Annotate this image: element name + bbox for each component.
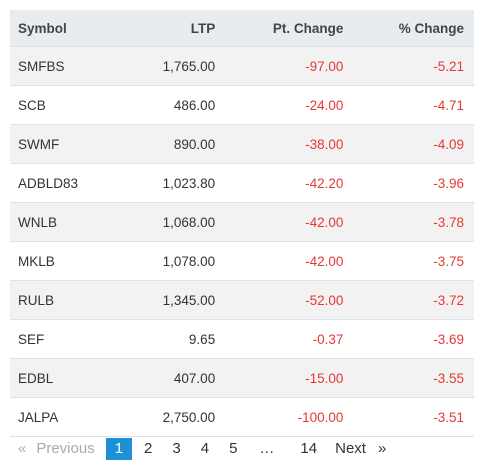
symbol-cell: MKLB	[10, 241, 124, 281]
table-row: EDBL 407.00 -15.00 -3.55	[10, 358, 474, 398]
column-header: LTP	[123, 10, 226, 47]
symbol-cell: SWMF	[10, 124, 124, 164]
value-cell: -3.72	[353, 280, 474, 320]
value-cell: -52.00	[225, 280, 354, 320]
table-row: SMFBS 1,765.00 -97.00 -5.21	[10, 46, 474, 86]
value-cell: 486.00	[123, 85, 226, 125]
symbol-cell: WNLB	[10, 202, 124, 242]
page-active[interactable]: 1	[105, 438, 133, 460]
pagination: « Previous 1 2 3 4 5 … 14 Next »	[10, 437, 386, 461]
symbol-cell: RULB	[10, 280, 124, 320]
value-cell: 1,078.00	[123, 241, 226, 281]
stock-table: Symbol LTP Pt. Change% Change SMFBS 1,765.00…	[10, 10, 474, 437]
column-header: Symbol	[10, 10, 124, 47]
value-cell: 1,765.00	[123, 46, 226, 86]
page-link[interactable]: 14	[300, 440, 318, 457]
table-row: SEF 9.65 -0.37 -3.69	[10, 319, 474, 359]
value-cell: -3.51	[353, 397, 474, 437]
value-cell: -3.55	[353, 358, 474, 398]
value-cell: -4.09	[353, 124, 474, 164]
value-cell: -38.00	[225, 124, 354, 164]
value-cell: 1,068.00	[123, 202, 226, 242]
value-cell: 890.00	[123, 124, 226, 164]
page-link[interactable]: …	[259, 440, 275, 457]
value-cell: -4.71	[353, 85, 474, 125]
value-cell: -24.00	[225, 85, 354, 125]
value-cell: 1,345.00	[123, 280, 226, 320]
value-cell: -3.96	[353, 163, 474, 203]
value-cell: 2,750.00	[123, 397, 226, 437]
table-row: WNLB 1,068.00 -42.00 -3.78	[10, 202, 474, 242]
value-cell: -42.00	[225, 241, 354, 281]
next-button[interactable]: Next	[335, 440, 366, 457]
next-icon[interactable]: »	[377, 440, 387, 457]
column-header: Pt. Change	[225, 10, 354, 47]
symbol-cell: SCB	[10, 85, 124, 125]
value-cell: -3.75	[353, 241, 474, 281]
table-row: JALPA 2,750.00 -100.00 -3.51	[10, 397, 474, 437]
column-header: % Change	[353, 10, 474, 47]
value-cell: -3.69	[353, 319, 474, 359]
value-cell: -42.20	[225, 163, 354, 203]
symbol-cell: EDBL	[10, 358, 124, 398]
page-link[interactable]: 4	[200, 440, 210, 457]
symbol-cell: SMFBS	[10, 46, 124, 86]
page-link[interactable]: 3	[172, 440, 181, 457]
prev-button: Previous	[36, 440, 95, 457]
symbol-cell: JALPA	[10, 397, 124, 437]
prev-icon: «	[18, 440, 27, 457]
value-cell: 1,023.80	[123, 163, 226, 203]
value-cell: 407.00	[123, 358, 226, 398]
value-cell: -0.37	[225, 319, 354, 359]
table-row: RULB 1,345.00 -52.00 -3.72	[10, 280, 474, 320]
value-cell: -15.00	[225, 358, 354, 398]
value-cell: -42.00	[225, 202, 354, 242]
value-cell: -100.00	[225, 397, 354, 437]
symbol-cell: SEF	[10, 319, 124, 359]
symbol-cell: ADBLD83	[10, 163, 124, 203]
page-link[interactable]: 5	[229, 440, 238, 457]
header-row: Symbol LTP Pt. Change% Change	[10, 10, 474, 47]
page-link[interactable]: 2	[144, 440, 153, 457]
value-cell: -3.78	[353, 202, 474, 242]
value-cell: -97.00	[225, 46, 354, 86]
table-row: ADBLD83 1,023.80 -42.20 -3.96	[10, 163, 474, 203]
value-cell: 9.65	[123, 319, 226, 359]
table-row: SCB 486.00 -24.00 -4.71	[10, 85, 474, 125]
table-row: SWMF 890.00 -38.00 -4.09	[10, 124, 474, 164]
table-row: MKLB 1,078.00 -42.00 -3.75	[10, 241, 474, 281]
value-cell: -5.21	[353, 46, 474, 86]
